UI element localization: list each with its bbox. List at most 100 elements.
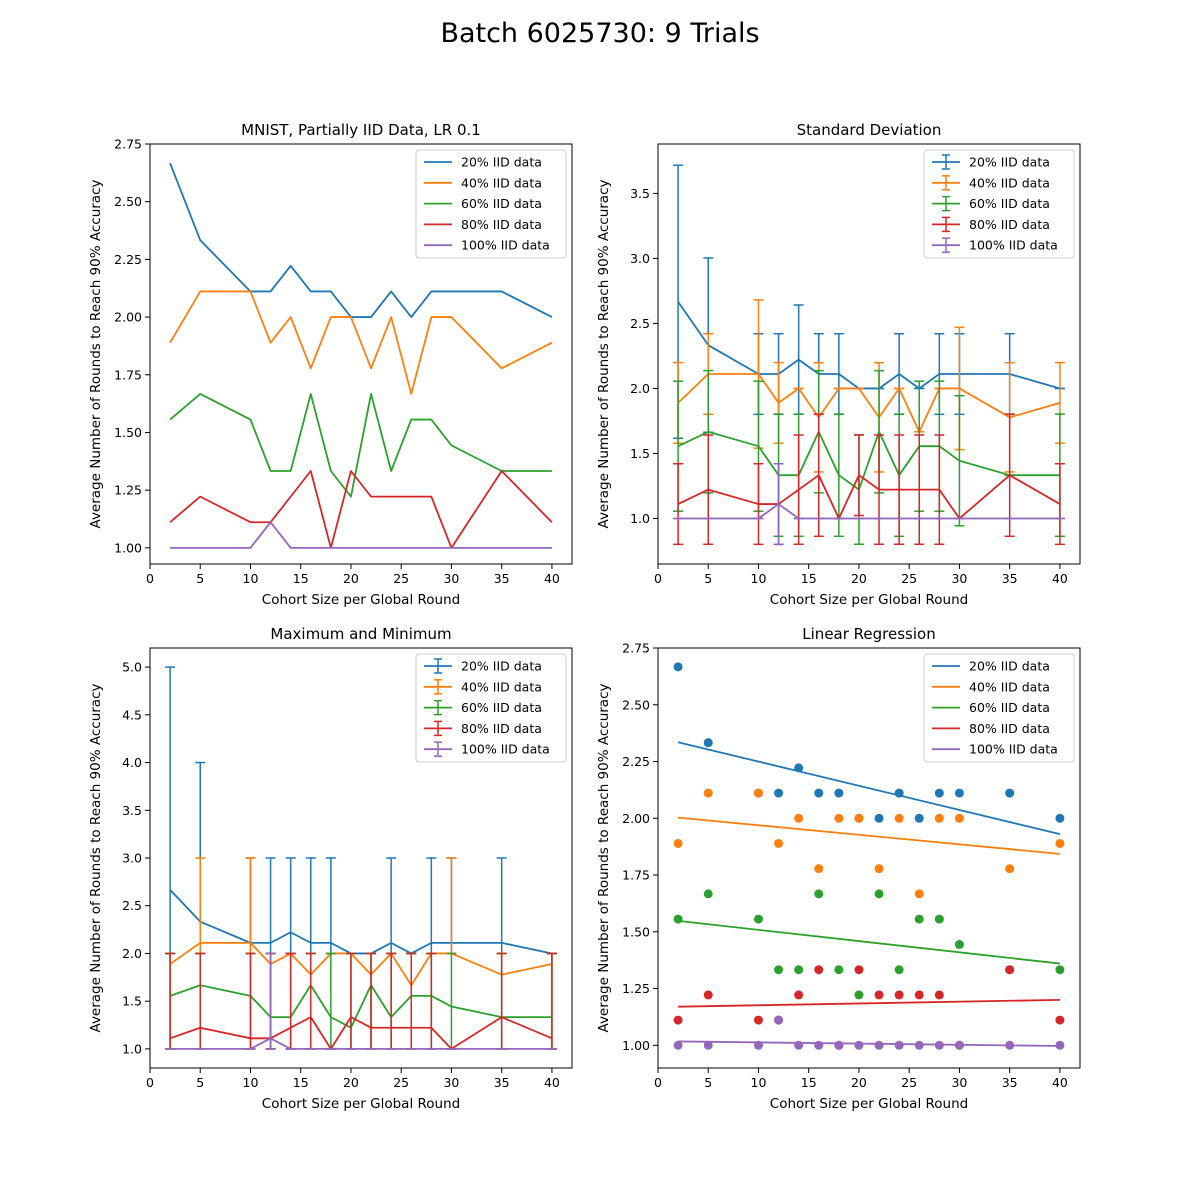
y-axis-label: Average Number of Rounds to Reach 90% Ac… xyxy=(596,683,612,1032)
series-100-iid-data xyxy=(673,1015,1065,1050)
x-tick-label: 5 xyxy=(704,571,712,586)
x-tick-label: 20 xyxy=(851,1075,867,1090)
data-point xyxy=(834,813,844,823)
series-line xyxy=(170,521,552,549)
legend-label: 60% IID data xyxy=(461,196,542,211)
data-point xyxy=(854,813,864,823)
legend-label: 100% IID data xyxy=(969,238,1058,253)
y-tick-label: 2.75 xyxy=(114,137,142,152)
x-tick-label: 0 xyxy=(146,571,154,586)
series-100-iid-data xyxy=(165,952,557,1050)
data-point xyxy=(673,914,683,924)
legend: 20% IID data 40% IID data 60% IID data 80% … xyxy=(415,149,567,259)
legend-label: 80% IID data xyxy=(461,721,542,736)
legend: 20% IID data 40% IID data 60% IID data 80% … xyxy=(923,149,1075,259)
data-point xyxy=(934,990,944,1000)
x-tick-label: 15 xyxy=(801,571,817,586)
chart-std: Standard Deviation 0 5 10 15 20 25 30 35 40 1.0 1.5… xyxy=(596,121,1081,608)
data-point xyxy=(814,1040,824,1050)
series-line xyxy=(169,470,553,549)
legend-label: 100% IID data xyxy=(461,238,550,253)
y-tick-label: 1.0 xyxy=(630,511,650,526)
series-line xyxy=(169,393,552,498)
axes-frame xyxy=(149,143,573,565)
data-point xyxy=(794,990,804,1000)
x-tick-label: 10 xyxy=(751,571,767,586)
legend-label: 40% IID data xyxy=(461,679,542,694)
series-line xyxy=(677,301,1061,390)
data-point xyxy=(894,965,904,975)
y-tick-label: 2.0 xyxy=(122,946,142,961)
data-point xyxy=(874,990,884,1000)
x-tick-label: 40 xyxy=(544,1075,560,1090)
data-point xyxy=(774,838,784,848)
y-axis-label: Average Number of Rounds to Reach 90% Ac… xyxy=(88,179,104,528)
series-line xyxy=(677,474,1061,520)
data-point xyxy=(814,889,824,899)
x-tick-label: 5 xyxy=(196,571,204,586)
legend-label: 40% IID data xyxy=(969,175,1050,190)
y-tick-label: 2.50 xyxy=(114,194,142,209)
x-tick-label: 35 xyxy=(494,1075,510,1090)
data-point xyxy=(854,1040,864,1050)
x-tick-label: 25 xyxy=(393,1075,409,1090)
axes-frame xyxy=(657,647,1081,1069)
data-point xyxy=(874,813,884,823)
regression-line xyxy=(678,998,1060,1008)
y-tick-label: 5.0 xyxy=(122,660,142,675)
x-tick-label: 40 xyxy=(1052,571,1068,586)
y-tick-label: 4.0 xyxy=(122,755,142,770)
x-axis-label: Cohort Size per Global Round xyxy=(770,592,968,608)
y-tick-label: 2.75 xyxy=(622,641,650,656)
x-tick-label: 10 xyxy=(243,571,259,586)
series-40-iid-data xyxy=(169,290,553,395)
y-tick-label: 1.25 xyxy=(114,483,142,498)
data-point xyxy=(1005,788,1015,798)
y-tick-label: 1.5 xyxy=(122,994,142,1009)
y-tick-label: 3.5 xyxy=(122,803,142,818)
legend-label: 20% IID data xyxy=(461,155,542,170)
y-tick-label: 3.0 xyxy=(122,851,142,866)
data-point xyxy=(894,990,904,1000)
x-tick-label: 35 xyxy=(494,571,510,586)
y-tick-label: 1.00 xyxy=(114,540,142,555)
chart-title: Maximum and Minimum xyxy=(270,625,451,643)
data-point xyxy=(703,1040,713,1050)
x-tick-label: 0 xyxy=(146,1075,154,1090)
axes-frame xyxy=(149,647,573,1069)
legend-label: 80% IID data xyxy=(969,721,1050,736)
chart-title: Linear Regression xyxy=(802,625,935,643)
x-tick-label: 10 xyxy=(243,1075,259,1090)
data-point xyxy=(814,788,824,798)
data-point xyxy=(934,813,944,823)
axes-frame xyxy=(657,143,1081,565)
legend-label: 40% IID data xyxy=(969,679,1050,694)
regression-line xyxy=(678,816,1060,855)
y-tick-label: 2.00 xyxy=(622,811,650,826)
data-point xyxy=(703,889,713,899)
series-line xyxy=(169,290,553,395)
series-line xyxy=(170,1037,552,1050)
data-point xyxy=(794,813,804,823)
data-point xyxy=(814,864,824,874)
legend-label: 100% IID data xyxy=(969,742,1058,757)
x-tick-label: 0 xyxy=(654,571,662,586)
plot-area xyxy=(169,162,553,549)
data-point xyxy=(703,738,713,748)
x-axis-label: Cohort Size per Global Round xyxy=(262,592,460,608)
data-point xyxy=(1055,813,1065,823)
data-point xyxy=(703,990,713,1000)
series-80-iid-data xyxy=(673,413,1065,546)
x-tick-label: 30 xyxy=(443,1075,459,1090)
series-40-iid-data xyxy=(673,299,1065,473)
legend-label: 40% IID data xyxy=(461,175,542,190)
x-tick-label: 5 xyxy=(196,1075,204,1090)
legend-box xyxy=(923,653,1075,763)
x-tick-label: 15 xyxy=(293,1075,309,1090)
legend-label: 20% IID data xyxy=(969,155,1050,170)
y-tick-label: 1.5 xyxy=(630,446,650,461)
x-tick-label: 25 xyxy=(901,1075,917,1090)
data-point xyxy=(1005,965,1015,975)
x-axis-label: Cohort Size per Global Round xyxy=(262,1096,460,1112)
